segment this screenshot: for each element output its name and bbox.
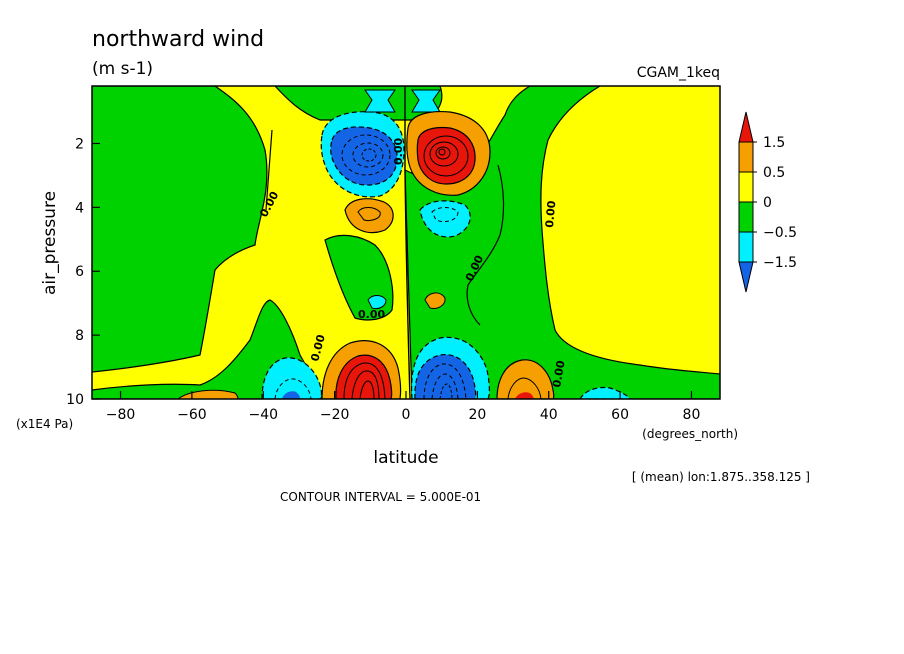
contour-arc-lower-left-neg [274, 378, 312, 399]
colorbar-legend: 1.5 0.5 0 −0.5 −1.5 [738, 111, 797, 293]
fill-strong-positive-lower-right-small [515, 392, 534, 399]
x-axis-units: (degrees_north) [642, 427, 738, 441]
x-axis-label: latitude [373, 448, 438, 468]
contour-ring-upper-pos-3 [435, 146, 451, 160]
contour-ring-mid-left [357, 207, 381, 221]
fill-positive-lower-right [496, 359, 555, 399]
x-tick-label: 60 [611, 407, 629, 423]
y-axis-label: air_pressure [40, 191, 60, 295]
contour-ring-upper-neg-1 [341, 134, 391, 176]
contour-arc-lower-neg-2 [431, 373, 459, 399]
x-tick-label: −80 [106, 407, 136, 423]
y-axis-ticks: 2 4 6 8 10 [66, 136, 100, 408]
fill-negative-upper-notch [364, 89, 396, 113]
x-tick-label: −20 [320, 407, 350, 423]
y-tick-label: 10 [66, 392, 84, 408]
colorbar-label: −0.5 [763, 225, 797, 241]
colorbar-segment [738, 111, 754, 143]
contour-label-zero: 0.00 [550, 359, 568, 388]
contour-label-zero: 0.00 [543, 200, 558, 229]
fill-weak-negative-west [92, 86, 268, 373]
contour-arc-lower-pos-1 [343, 362, 386, 399]
chart-title: northward wind [92, 27, 264, 52]
contour-ring-upper-pos-1 [423, 135, 469, 177]
contour-label-zero: 0.00 [358, 308, 385, 321]
x-tick-label: 40 [540, 407, 558, 423]
fill-negative-small-left [367, 295, 387, 310]
contour-ring-mid-right [431, 207, 459, 223]
colorbar-label: 0.5 [763, 165, 785, 181]
contour-zero-line-right-a [466, 164, 505, 326]
colorbar-segment [738, 141, 754, 173]
contour-arc-lower-pos-2 [351, 370, 380, 399]
y-tick-label: 4 [75, 200, 84, 216]
contour-arc-lower-neg-1 [423, 363, 467, 399]
fill-positive-mid-left [344, 198, 394, 234]
mean-note: [ (mean) lon:1.875..358.125 ] [632, 470, 810, 484]
fill-positive-small-right [424, 292, 446, 309]
fill-strong-negative-lower-left-small [282, 391, 300, 399]
inner-contour-lines [265, 86, 542, 399]
contour-ring-upper-neg-2 [352, 142, 384, 168]
colorbar-segment [738, 201, 754, 233]
fill-negative-mid-right [419, 200, 471, 238]
colorbar-segment [738, 231, 754, 263]
x-tick-label: −40 [248, 407, 278, 423]
contour-zero-line-center [404, 86, 411, 399]
x-tick-label: 80 [683, 407, 701, 423]
colorbar-label: 1.5 [763, 135, 785, 151]
x-tick-label: 20 [468, 407, 486, 423]
contour-label-zero: 0.00 [392, 138, 405, 165]
contour-arc-lower-neg-3 [439, 383, 453, 399]
contour-arc-lower-right-pos [507, 377, 542, 399]
fill-strong-negative-upper [330, 126, 398, 186]
y-axis-units: (x1E4 Pa) [16, 417, 73, 431]
x-axis-ticks: −80 −60 −40 −20 0 20 40 60 80 [106, 391, 701, 423]
fill-strong-positive-lower [335, 354, 393, 399]
contour-ring-upper-neg-3 [361, 148, 377, 162]
contour-ring-upper-pos-4 [438, 148, 446, 156]
chart-units: (m s-1) [92, 59, 153, 79]
colorbar-segment [738, 171, 754, 203]
x-tick-label: −60 [177, 407, 207, 423]
fill-negative-lower-right [579, 386, 631, 399]
contour-ring-upper-pos-2 [429, 141, 459, 167]
contour-interval: CONTOUR INTERVAL = 5.000E-01 [280, 490, 481, 504]
y-tick-label: 8 [75, 328, 84, 344]
fill-weak-negative-southwest [92, 299, 323, 399]
contour-zero-line-left-a [265, 129, 273, 211]
contour-fill-area [92, 86, 720, 399]
colorbar-label: 0 [763, 195, 772, 211]
y-tick-label: 6 [75, 264, 84, 280]
contour-arc-lower-pos-3 [359, 380, 375, 399]
dataset-label: CGAM_1keq [637, 65, 720, 81]
colorbar-label: −1.5 [763, 255, 797, 271]
colorbar-segment [738, 261, 754, 293]
fill-negative-lower-left [261, 357, 323, 399]
x-tick-label: 0 [402, 407, 411, 423]
y-tick-label: 2 [75, 136, 84, 152]
fill-strong-negative-lower [414, 354, 477, 399]
